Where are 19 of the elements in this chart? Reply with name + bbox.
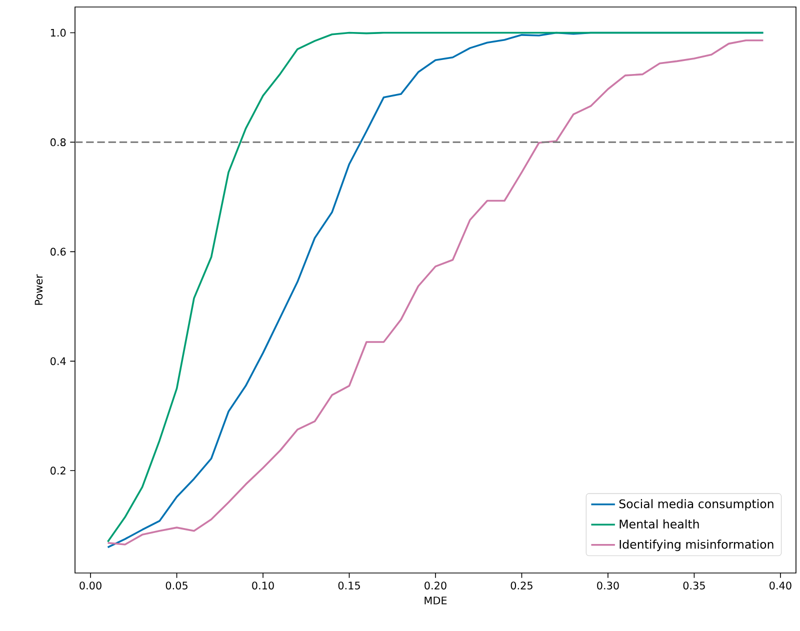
- x-tick-label: 0.30: [597, 582, 619, 590]
- y-tick-label: 1.0: [50, 28, 66, 37]
- x-tick-label: 0.20: [424, 582, 446, 590]
- legend-label: Social media consumption: [619, 499, 774, 511]
- y-tick-label: 0.8: [50, 138, 66, 146]
- x-tick-label: 0.10: [252, 582, 274, 590]
- legend-label: Mental health: [620, 519, 699, 529]
- x-tick-label: 0.25: [510, 582, 532, 590]
- x-tick-label: 0.40: [770, 582, 792, 590]
- y-tick-label: 0.2: [50, 466, 66, 475]
- x-tick-label: 0.35: [683, 582, 705, 590]
- x-tick-label: 0.00: [80, 582, 102, 590]
- y-tick-label: 0.6: [50, 248, 66, 256]
- x-tick-label: 0.15: [338, 582, 360, 590]
- x-tick-label: 0.05: [166, 582, 188, 590]
- legend-label: Identifying misinformation: [620, 540, 774, 552]
- y-tick-label: 0.4: [50, 357, 66, 366]
- x-axis-title: MDE: [424, 596, 447, 604]
- y-axis-title: Power: [34, 274, 43, 305]
